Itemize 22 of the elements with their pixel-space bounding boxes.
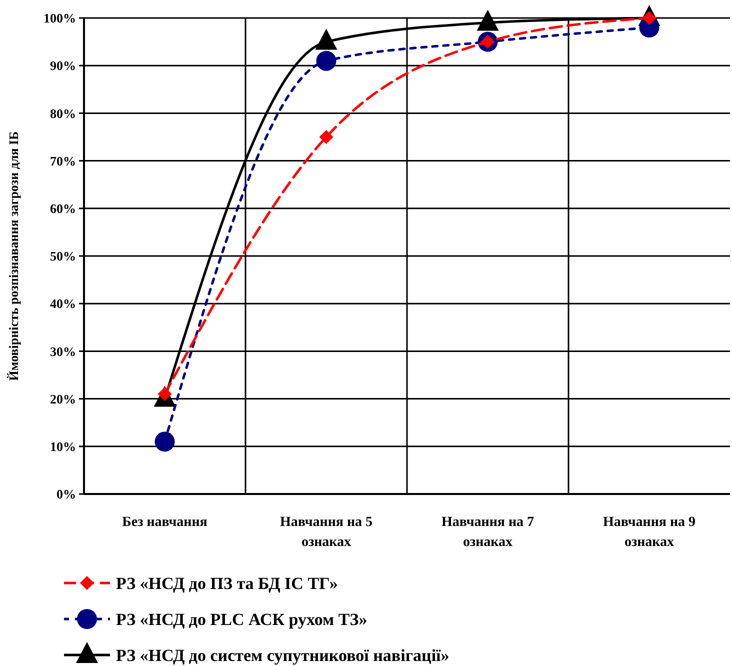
y-tick-label: 100% bbox=[44, 10, 76, 26]
y-tick-label: 20% bbox=[50, 391, 76, 406]
y-tick-label: 60% bbox=[50, 200, 76, 216]
y-tick-label: 50% bbox=[50, 248, 76, 264]
point bbox=[316, 50, 336, 71]
x-tick-label: Навчання на 5 ознаках bbox=[280, 515, 373, 550]
y-tick-label: 70% bbox=[50, 153, 76, 168]
point bbox=[154, 432, 175, 452]
x-tick-label: Навчання на 7 ознаках bbox=[441, 515, 534, 550]
y-tick-label: 0% bbox=[56, 486, 76, 502]
point bbox=[319, 130, 334, 144]
y-tick-label: 40% bbox=[50, 296, 76, 312]
x-tick-label: Навчання на 9 ознаках bbox=[602, 515, 696, 550]
y-axis-title: Ймовірність розпізнавання загрози для ІБ bbox=[6, 131, 21, 381]
legend-label: РЗ «НСД до PLC АСК рухом ТЗ» bbox=[116, 610, 368, 629]
y-tick-label: 10% bbox=[50, 438, 76, 454]
y-tick-label: 80% bbox=[50, 106, 76, 121]
y-tick-label: 90% bbox=[50, 58, 76, 74]
legend-label: РЗ «НСД до систем супутникової навігації» bbox=[116, 646, 450, 665]
x-tick-label: Без навчання bbox=[122, 515, 208, 530]
legend-label: РЗ «НСД до ПЗ та БД ІС ТГ» bbox=[116, 574, 338, 593]
y-tick-label: 30% bbox=[50, 344, 76, 359]
